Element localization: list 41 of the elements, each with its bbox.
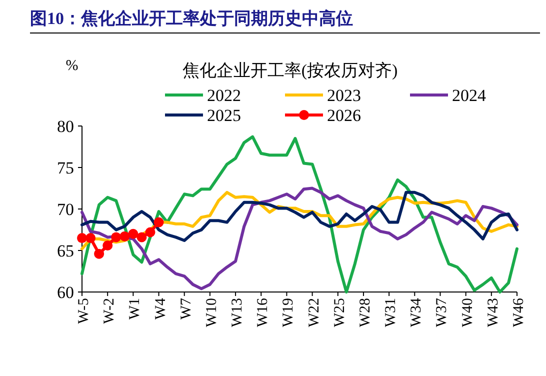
point: [111, 232, 122, 242]
y-tick-label: 70: [57, 200, 74, 219]
point: [128, 228, 138, 239]
y-tick-label: 75: [57, 158, 74, 178]
point: [86, 233, 96, 244]
y-tick-label: 80: [57, 117, 74, 136]
legend-label: 2022: [207, 86, 241, 105]
x-tick-label: W1: [127, 298, 144, 320]
point: [154, 217, 164, 228]
x-tick-label: W19: [280, 298, 297, 328]
point: [136, 232, 147, 242]
x-tick-label: W31: [383, 298, 400, 328]
point: [145, 227, 156, 238]
x-tick-label: W43: [485, 298, 502, 328]
x-tick-label: W4: [152, 298, 169, 320]
x-tick-label: W40: [460, 298, 476, 328]
x-tick-label: W13: [230, 298, 246, 328]
legend-label: 2026: [327, 106, 361, 125]
x-tick-label: W10: [204, 298, 220, 328]
point: [94, 248, 104, 259]
x-tick-label: W7: [178, 298, 194, 320]
x-tick-label: W25: [332, 298, 348, 328]
point: [120, 231, 130, 242]
x-tick-label: W37: [434, 298, 450, 328]
legend-label: 2023: [327, 86, 361, 105]
x-tick-label: W22: [306, 298, 322, 328]
y-tick-label: 65: [57, 242, 74, 260]
y-tick-label: 60: [57, 283, 74, 302]
chart-title: 图10：焦化企业开工率处于同期历史中高位: [30, 9, 353, 28]
legend-label: 2025: [207, 106, 241, 125]
x-tick-label: W-5: [76, 298, 92, 324]
x-tick-label: W16: [255, 298, 272, 328]
x-tick-label: W28: [357, 298, 374, 328]
point: [102, 240, 113, 251]
x-tick-label: W46: [511, 298, 527, 328]
legend-label: 2024: [452, 86, 486, 105]
x-tick-label: W34: [408, 298, 425, 328]
legend-title: 焦化企业开工率(按农历对齐): [182, 61, 398, 80]
point: [77, 233, 87, 244]
y-axis-title: %: [66, 58, 78, 74]
x-tick-label: W-2: [102, 298, 118, 324]
